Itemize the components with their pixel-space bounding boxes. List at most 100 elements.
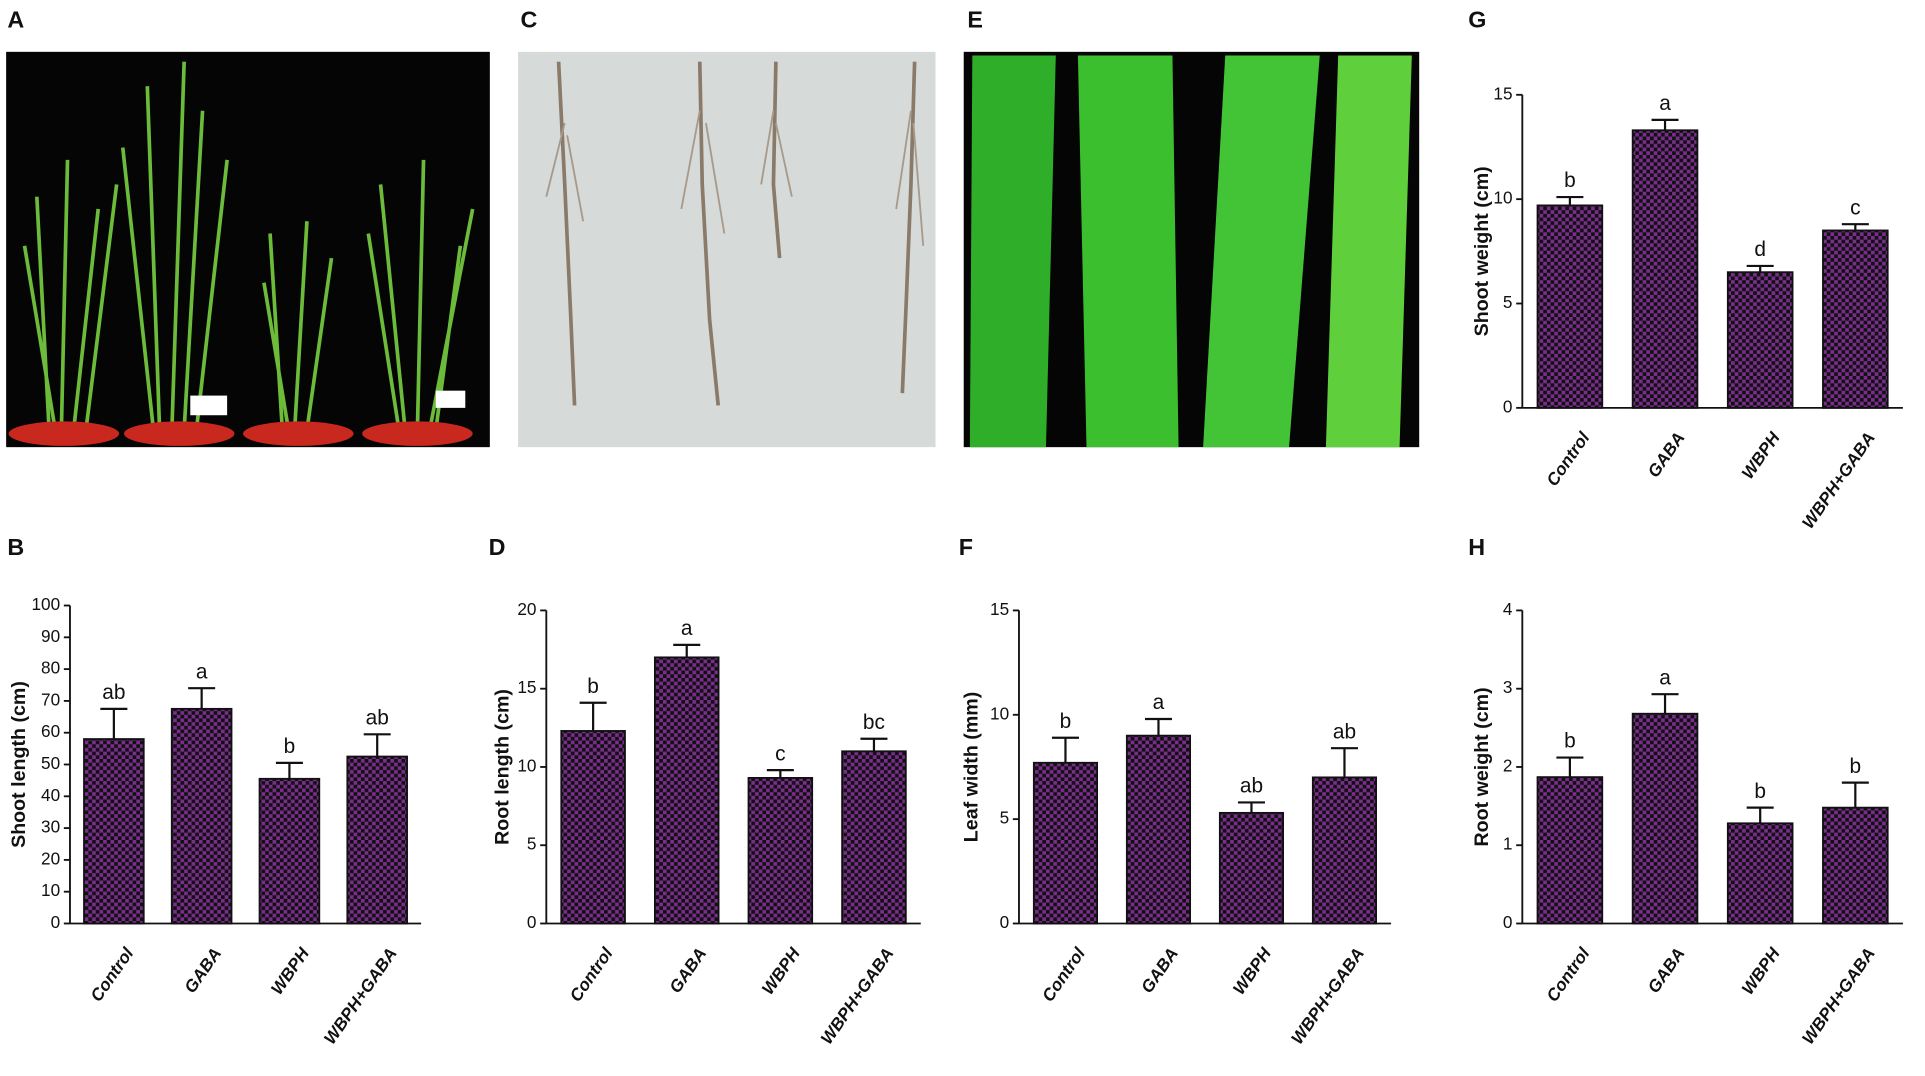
panel-label: B (7, 534, 24, 560)
photo-roots (518, 51, 936, 448)
x-tick-label: GABA (665, 944, 710, 997)
significance-letter: ab (1333, 720, 1356, 743)
significance-letter: b (1850, 755, 1862, 778)
photo-leaves (963, 51, 1420, 448)
y-tick-label: 20 (41, 848, 60, 868)
y-tick-label: 3 (1503, 677, 1513, 697)
x-tick-label: WBPH+GABA (320, 944, 401, 1048)
bar (560, 730, 626, 925)
bar (1726, 271, 1794, 409)
bar (1822, 806, 1889, 925)
x-tick-label: GABA (1643, 944, 1688, 997)
panel-label: C (521, 6, 538, 32)
panel-label: H (1468, 534, 1485, 560)
y-tick-label: 10 (1493, 188, 1512, 208)
x-tick-label: Control (565, 943, 617, 1005)
y-tick-label: 90 (41, 626, 60, 646)
x-tick-label: Control (1038, 943, 1090, 1005)
y-tick-label: 40 (41, 785, 60, 805)
significance-letter: a (1659, 92, 1671, 115)
y-tick-label: 60 (41, 721, 60, 741)
significance-letter: a (1659, 666, 1671, 689)
panel-label: E (967, 6, 983, 32)
bar (1822, 229, 1889, 409)
y-tick-label: 20 (517, 599, 536, 619)
significance-letter: a (681, 617, 693, 640)
bar (258, 777, 321, 925)
y-tick-label: 15 (990, 599, 1009, 619)
bar (1218, 811, 1285, 925)
y-tick-label: 0 (51, 912, 61, 932)
y-tick-label: 15 (1493, 83, 1512, 103)
x-tick-label: Control (86, 943, 138, 1005)
y-axis-label: Shoot weight (cm) (1471, 166, 1493, 336)
y-tick-label: 5 (527, 834, 537, 854)
x-tick-label: WBPH+GABA (816, 944, 897, 1048)
x-tick-label: WBPH (1737, 428, 1784, 483)
significance-letter: a (196, 660, 208, 683)
y-tick-label: 70 (41, 689, 60, 709)
bar (841, 750, 907, 925)
x-tick-label: GABA (180, 944, 225, 997)
y-tick-label: 10 (990, 703, 1009, 723)
y-tick-label: 10 (41, 880, 60, 900)
x-tick-label: GABA (1137, 944, 1182, 997)
significance-letter: b (284, 735, 296, 758)
significance-letter: ab (102, 681, 125, 704)
y-tick-label: 0 (527, 912, 537, 932)
bar (83, 738, 145, 925)
y-tick-label: 30 (41, 817, 60, 837)
x-tick-label: Control (1542, 427, 1594, 489)
x-tick-label: WBPH+GABA (1798, 428, 1879, 532)
photo-plants (6, 51, 490, 448)
significance-letter: c (1850, 196, 1860, 219)
bar (1631, 712, 1699, 925)
y-tick-label: 2 (1503, 755, 1513, 775)
y-tick-label: 15 (517, 677, 536, 697)
panel-label: D (489, 534, 506, 560)
x-tick-label: WBPH+GABA (1287, 944, 1368, 1048)
y-tick-label: 5 (1000, 808, 1010, 828)
y-axis-label: Shoot length (cm) (8, 681, 30, 848)
bar (1631, 129, 1699, 409)
bar (1311, 776, 1378, 925)
bar (1536, 204, 1604, 409)
significance-letter: c (775, 742, 785, 765)
y-tick-label: 50 (41, 753, 60, 773)
bar (1536, 776, 1604, 925)
x-tick-label: WBPH (267, 943, 314, 998)
significance-letter: b (1564, 730, 1576, 753)
bar (1726, 822, 1794, 925)
bar (170, 707, 233, 925)
x-tick-label: Control (1542, 943, 1594, 1005)
significance-letter: ab (366, 706, 389, 729)
bar (747, 776, 814, 925)
y-tick-label: 0 (1000, 912, 1010, 932)
bar (653, 656, 720, 925)
significance-letter: b (1060, 710, 1072, 733)
y-tick-label: 80 (41, 658, 60, 678)
x-tick-label: WBPH (1737, 943, 1784, 998)
y-tick-label: 10 (517, 755, 536, 775)
x-tick-label: WBPH (757, 943, 804, 998)
significance-letter: d (1754, 238, 1766, 261)
y-tick-label: 0 (1503, 396, 1513, 416)
significance-letter: ab (1240, 775, 1263, 798)
y-axis-label: Leaf width (mm) (961, 692, 983, 842)
panel-label: A (7, 6, 24, 32)
y-tick-label: 100 (32, 594, 61, 614)
significance-letter: b (1754, 780, 1766, 803)
bar (1125, 734, 1192, 925)
y-tick-label: 4 (1503, 599, 1513, 619)
bar (346, 755, 408, 925)
significance-letter: bc (863, 711, 885, 734)
x-tick-label: WBPH+GABA (1798, 944, 1879, 1048)
bar (1032, 761, 1099, 925)
panel-label: G (1468, 6, 1486, 32)
y-tick-label: 5 (1503, 292, 1513, 312)
significance-letter: a (1153, 691, 1165, 714)
y-axis-label: Root weight (cm) (1471, 687, 1493, 846)
y-tick-label: 0 (1503, 912, 1513, 932)
significance-letter: b (1564, 169, 1576, 192)
